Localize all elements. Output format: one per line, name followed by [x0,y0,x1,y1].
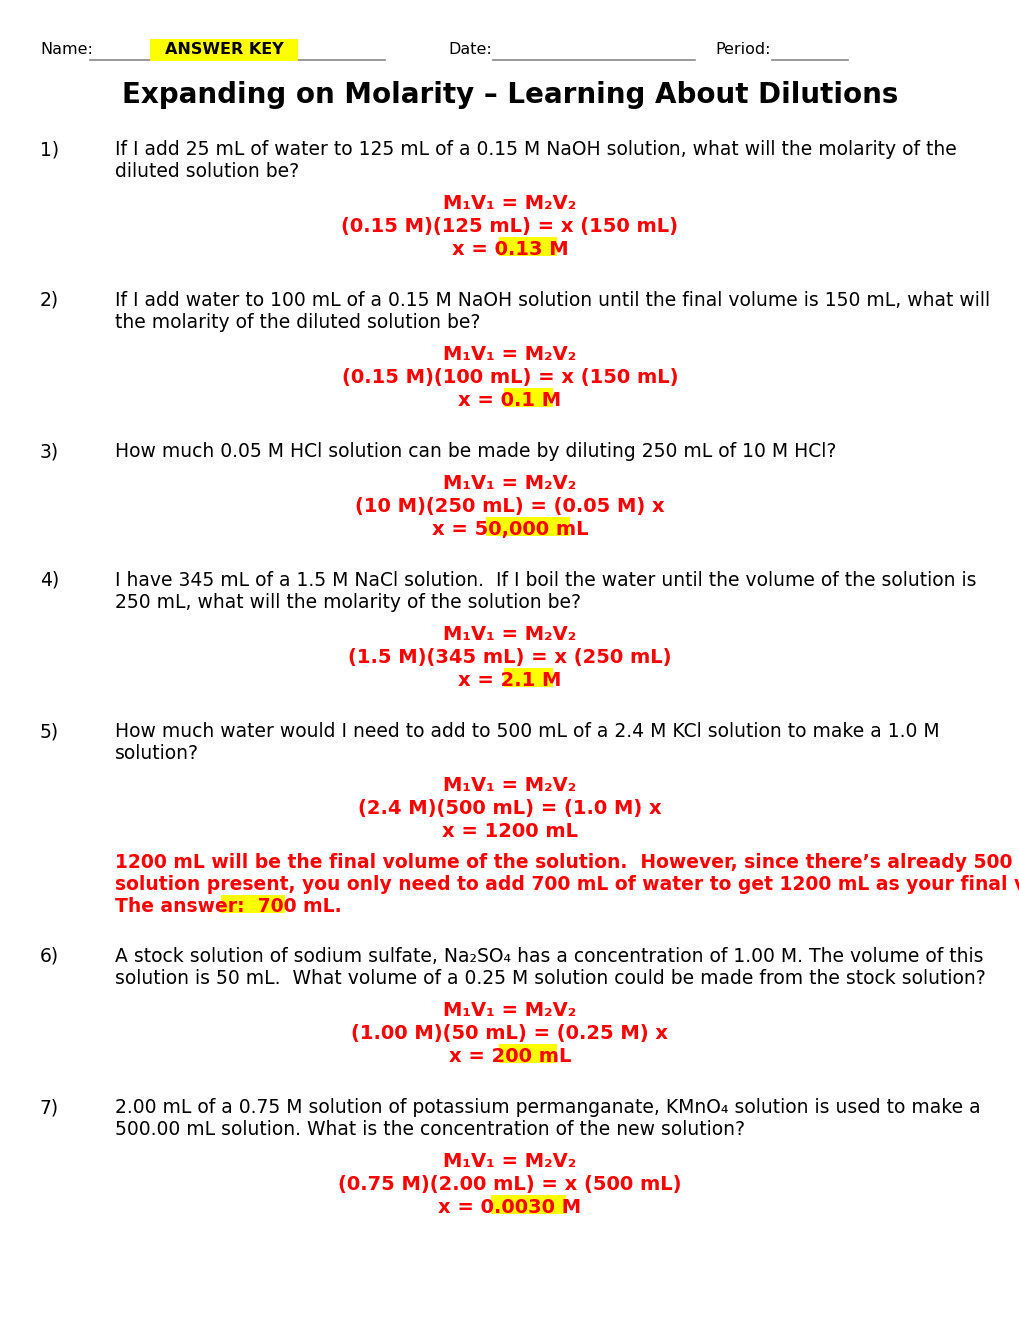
Text: x = 0.1 M: x = 0.1 M [458,391,561,411]
FancyBboxPatch shape [150,40,298,61]
Text: x = 200 mL: x = 200 mL [448,1047,571,1067]
FancyBboxPatch shape [486,517,570,536]
Text: M₁V₁ = M₂V₂: M₁V₁ = M₂V₂ [443,1001,576,1020]
Text: 3): 3) [40,442,59,461]
Text: M₁V₁ = M₂V₂: M₁V₁ = M₂V₂ [443,345,576,364]
Text: I have 345 mL of a 1.5 M NaCl solution.  If I boil the water until the volume of: I have 345 mL of a 1.5 M NaCl solution. … [115,572,975,590]
Text: How much water would I need to add to 500 mL of a 2.4 M KCl solution to make a 1: How much water would I need to add to 50… [115,722,938,741]
Text: (1.00 M)(50 mL) = (0.25 M) x: (1.00 M)(50 mL) = (0.25 M) x [352,1024,667,1043]
Text: solution present, you only need to add 700 mL of water to get 1200 mL as your fi: solution present, you only need to add 7… [115,875,1019,894]
Text: the molarity of the diluted solution be?: the molarity of the diluted solution be? [115,313,480,333]
FancyBboxPatch shape [221,895,284,913]
Text: diluted solution be?: diluted solution be? [115,162,299,181]
Text: M₁V₁ = M₂V₂: M₁V₁ = M₂V₂ [443,474,576,492]
Text: 250 mL, what will the molarity of the solution be?: 250 mL, what will the molarity of the so… [115,593,581,612]
Text: If I add water to 100 mL of a 0.15 M NaOH solution until the final volume is 150: If I add water to 100 mL of a 0.15 M NaO… [115,290,989,310]
Text: (1.5 M)(345 mL) = x (250 mL): (1.5 M)(345 mL) = x (250 mL) [347,648,672,667]
FancyBboxPatch shape [490,1196,566,1214]
Text: (10 M)(250 mL) = (0.05 M) x: (10 M)(250 mL) = (0.05 M) x [355,498,664,516]
Text: 500.00 mL solution. What is the concentration of the new solution?: 500.00 mL solution. What is the concentr… [115,1119,744,1139]
Text: 2.00 mL of a 0.75 M solution of potassium permanganate, KMnO₄ solution is used t: 2.00 mL of a 0.75 M solution of potassiu… [115,1098,979,1117]
Text: 7): 7) [40,1098,59,1117]
Text: A stock solution of sodium sulfate, Na₂SO₄ has a concentration of 1.00 M. The vo: A stock solution of sodium sulfate, Na₂S… [115,946,982,966]
FancyBboxPatch shape [499,238,556,256]
Text: 1): 1) [40,140,59,158]
Text: x = 1200 mL: x = 1200 mL [441,822,578,841]
Text: x = 0.13 M: x = 0.13 M [451,240,568,259]
Text: (0.75 M)(2.00 mL) = x (500 mL): (0.75 M)(2.00 mL) = x (500 mL) [338,1175,681,1195]
Text: 1200 mL will be the final volume of the solution.  However, since there’s alread: 1200 mL will be the final volume of the … [115,853,1019,873]
Text: M₁V₁ = M₂V₂: M₁V₁ = M₂V₂ [443,194,576,213]
Text: M₁V₁ = M₂V₂: M₁V₁ = M₂V₂ [443,624,576,644]
Text: (0.15 M)(125 mL) = x (150 mL): (0.15 M)(125 mL) = x (150 mL) [341,216,678,236]
Text: Date:: Date: [447,42,491,58]
Text: 2): 2) [40,290,59,310]
Text: 5): 5) [40,722,59,741]
Text: (0.15 M)(100 mL) = x (150 mL): (0.15 M)(100 mL) = x (150 mL) [341,368,678,387]
Text: Period:: Period: [714,42,769,58]
Text: The answer:  700 mL.: The answer: 700 mL. [115,898,341,916]
Text: 4): 4) [40,572,59,590]
Text: solution?: solution? [115,744,199,763]
Text: x = 50,000 mL: x = 50,000 mL [431,520,588,539]
Text: If I add 25 mL of water to 125 mL of a 0.15 M NaOH solution, what will the molar: If I add 25 mL of water to 125 mL of a 0… [115,140,956,158]
Text: Name:: Name: [40,42,93,58]
Text: (2.4 M)(500 mL) = (1.0 M) x: (2.4 M)(500 mL) = (1.0 M) x [358,799,661,818]
Text: How much 0.05 M HCl solution can be made by diluting 250 mL of 10 M HCl?: How much 0.05 M HCl solution can be made… [115,442,836,461]
Text: Expanding on Molarity – Learning About Dilutions: Expanding on Molarity – Learning About D… [121,81,898,110]
Text: M₁V₁ = M₂V₂: M₁V₁ = M₂V₂ [443,776,576,795]
FancyBboxPatch shape [503,388,552,408]
FancyBboxPatch shape [503,668,552,688]
Text: x = 2.1 M: x = 2.1 M [458,671,561,690]
Text: x = 0.0030 M: x = 0.0030 M [438,1199,581,1217]
Text: ANSWER KEY: ANSWER KEY [164,42,283,58]
FancyBboxPatch shape [499,1044,556,1064]
Text: M₁V₁ = M₂V₂: M₁V₁ = M₂V₂ [443,1152,576,1171]
Text: 6): 6) [40,946,59,966]
Text: solution is 50 mL.  What volume of a 0.25 M solution could be made from the stoc: solution is 50 mL. What volume of a 0.25… [115,969,984,987]
